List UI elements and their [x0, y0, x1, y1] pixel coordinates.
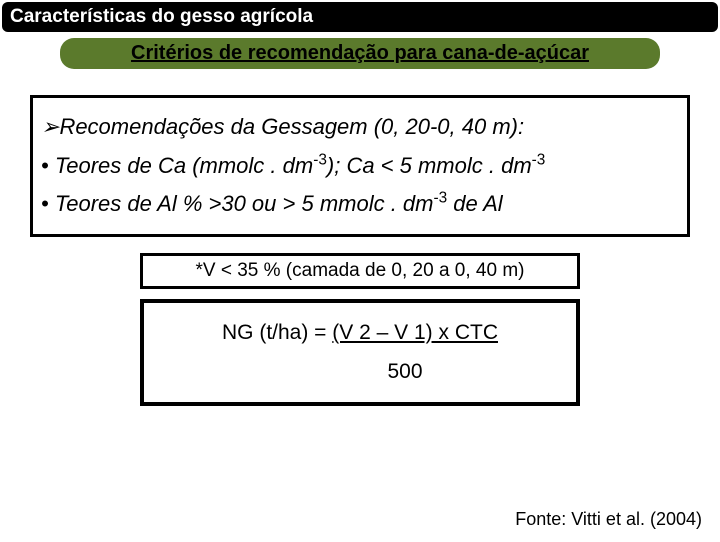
formula-numerator: (V 2 – V 1) x CTC	[332, 321, 498, 344]
rec-line-3b: de Al	[447, 191, 502, 216]
page-title: Características do gesso agrícola	[10, 6, 313, 27]
rec-line-2b: ); Ca < 5 mmolc . dm	[327, 153, 532, 178]
rec-line-2a: • Teores de Ca (mmolc . dm	[41, 153, 313, 178]
condition-box: *V < 35 % (camada de 0, 20 a 0, 40 m)	[140, 253, 580, 289]
source-text: Fonte: Vitti et al. (2004)	[515, 509, 702, 529]
formula-denominator: 500	[387, 352, 422, 392]
formula-row-2: 500	[152, 352, 568, 392]
condition-text: *V < 35 % (camada de 0, 20 a 0, 40 m)	[196, 260, 525, 281]
subtitle-bar: Critérios de recomendação para cana-de-a…	[60, 38, 660, 69]
recommendations-box: ➢Recomendações da Gessagem (0, 20-0, 40 …	[30, 95, 690, 237]
sup-1: -3	[313, 151, 327, 168]
sup-2: -3	[532, 151, 546, 168]
page-title-bar: Características do gesso agrícola	[2, 2, 718, 32]
sup-3: -3	[434, 190, 448, 207]
source-citation: Fonte: Vitti et al. (2004)	[515, 509, 702, 530]
rec-line-3a: • Teores de Al % >30 ou > 5 mmolc . dm	[41, 191, 434, 216]
formula-box: NG (t/ha) = (V 2 – V 1) x CTC 500	[140, 299, 580, 407]
formula-row-1: NG (t/ha) = (V 2 – V 1) x CTC	[152, 313, 568, 353]
rec-line-3: • Teores de Al % >30 ou > 5 mmolc . dm-3…	[41, 185, 681, 224]
bullet-arrow-icon: ➢	[41, 114, 59, 139]
rec-line-1-text: Recomendações da Gessagem (0, 20-0, 40 m…	[59, 114, 524, 139]
formula-lhs: NG (t/ha) =	[222, 321, 332, 344]
rec-line-2: • Teores de Ca (mmolc . dm-3); Ca < 5 mm…	[41, 147, 681, 186]
subtitle-text: Critérios de recomendação para cana-de-a…	[131, 42, 589, 64]
rec-line-1: ➢Recomendações da Gessagem (0, 20-0, 40 …	[41, 108, 681, 147]
